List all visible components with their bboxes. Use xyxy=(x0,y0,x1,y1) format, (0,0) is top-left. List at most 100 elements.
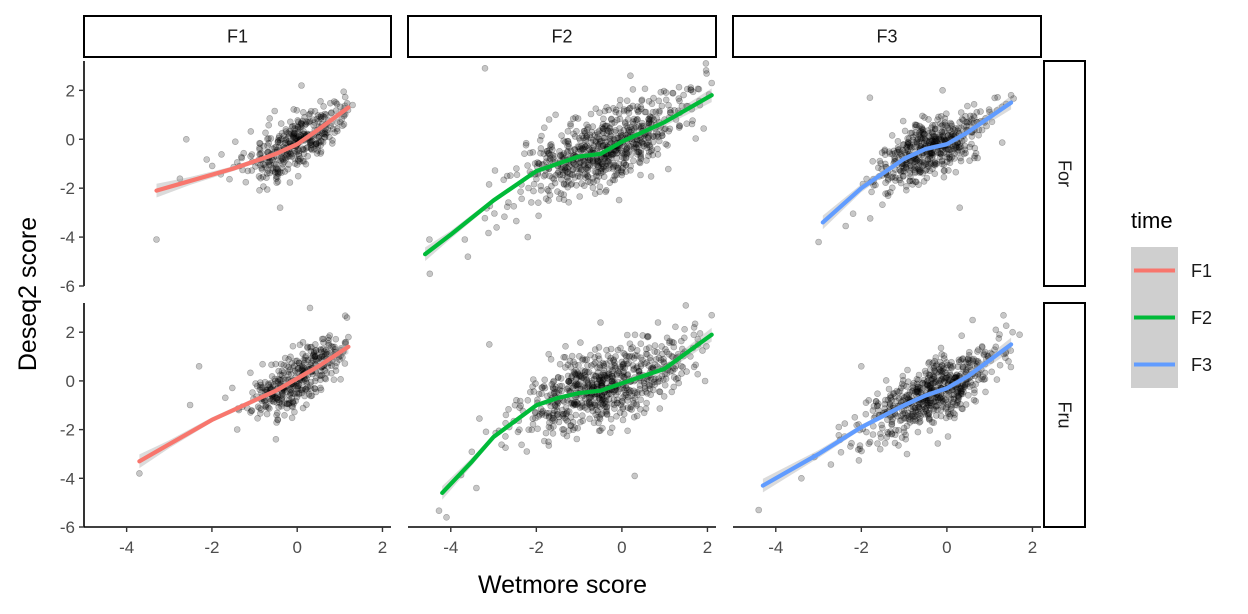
data-point xyxy=(899,117,907,125)
data-point xyxy=(324,126,332,133)
data-point xyxy=(315,132,323,140)
data-point xyxy=(271,169,279,176)
data-point xyxy=(288,414,296,422)
data-point xyxy=(337,375,344,383)
data-point xyxy=(598,160,606,168)
data-point xyxy=(567,181,575,188)
data-point xyxy=(623,150,631,158)
data-point xyxy=(581,129,589,137)
data-point xyxy=(645,98,653,105)
data-point xyxy=(634,116,641,123)
data-point xyxy=(946,369,954,377)
data-point xyxy=(915,181,922,188)
data-point xyxy=(524,396,532,404)
facet-strips: F1 F2 F3 For Fru xyxy=(83,15,1086,528)
data-point xyxy=(631,125,638,132)
data-point xyxy=(955,143,963,151)
data-point xyxy=(635,140,642,147)
data-point xyxy=(600,115,607,123)
data-point xyxy=(569,418,577,426)
data-point xyxy=(927,161,935,168)
y-tick-label: 0 xyxy=(66,130,75,149)
data-point xyxy=(925,360,932,367)
data-point xyxy=(596,138,604,146)
data-point xyxy=(336,103,344,111)
data-point xyxy=(611,176,618,184)
data-point xyxy=(330,98,338,105)
data-point xyxy=(271,161,278,168)
data-point xyxy=(295,364,302,372)
data-point xyxy=(263,410,271,418)
data-point xyxy=(920,161,928,169)
data-point xyxy=(226,175,233,183)
data-point xyxy=(565,143,573,151)
data-point xyxy=(306,304,314,312)
data-point xyxy=(320,335,327,343)
data-point xyxy=(687,86,695,94)
data-point xyxy=(942,405,950,412)
data-point xyxy=(321,110,329,118)
data-point xyxy=(654,151,662,158)
data-point xyxy=(645,115,653,123)
data-point xyxy=(954,127,962,135)
data-point xyxy=(913,139,921,147)
data-point xyxy=(635,148,643,156)
data-point xyxy=(299,404,307,412)
data-point xyxy=(938,160,946,168)
data-point xyxy=(586,146,594,153)
data-point xyxy=(599,359,607,367)
data-point xyxy=(642,108,650,116)
data-point xyxy=(282,155,290,163)
data-point xyxy=(665,101,672,109)
data-point xyxy=(296,158,304,165)
data-point xyxy=(297,123,305,131)
data-point xyxy=(923,403,931,411)
data-point xyxy=(535,212,542,220)
data-point xyxy=(637,396,645,404)
data-point xyxy=(308,146,316,154)
data-point xyxy=(307,145,315,152)
panel-Fru-F2 xyxy=(435,302,716,521)
data-point xyxy=(892,174,899,181)
data-point xyxy=(618,166,625,174)
data-point xyxy=(572,114,579,121)
data-point xyxy=(294,146,302,153)
data-point xyxy=(522,141,530,149)
data-point xyxy=(581,127,588,135)
data-point xyxy=(931,357,938,365)
data-point xyxy=(272,165,280,173)
data-point xyxy=(647,173,655,180)
data-point xyxy=(937,412,945,420)
data-point xyxy=(276,168,284,176)
data-point xyxy=(906,167,914,174)
data-point xyxy=(612,147,620,155)
data-point xyxy=(313,140,320,147)
data-point xyxy=(703,70,710,77)
data-point xyxy=(643,141,651,149)
data-point xyxy=(627,128,634,136)
data-point xyxy=(935,135,943,143)
data-point xyxy=(562,416,570,424)
data-point xyxy=(603,153,610,160)
data-point xyxy=(547,355,555,363)
data-point xyxy=(643,345,650,353)
data-point xyxy=(874,440,881,447)
data-point xyxy=(895,148,903,156)
data-point xyxy=(616,96,624,104)
data-point xyxy=(279,390,286,398)
data-point xyxy=(652,108,660,116)
data-point xyxy=(594,142,602,149)
data-point xyxy=(928,138,935,145)
data-point xyxy=(513,171,521,179)
data-point xyxy=(902,186,910,194)
data-point xyxy=(628,126,636,134)
data-point xyxy=(1009,328,1016,336)
data-point xyxy=(655,109,663,116)
data-point xyxy=(874,164,882,172)
data-point xyxy=(268,361,275,369)
data-point xyxy=(559,169,567,176)
data-point xyxy=(576,173,584,181)
data-point xyxy=(274,173,281,181)
data-point xyxy=(595,140,603,148)
data-point xyxy=(313,115,321,123)
